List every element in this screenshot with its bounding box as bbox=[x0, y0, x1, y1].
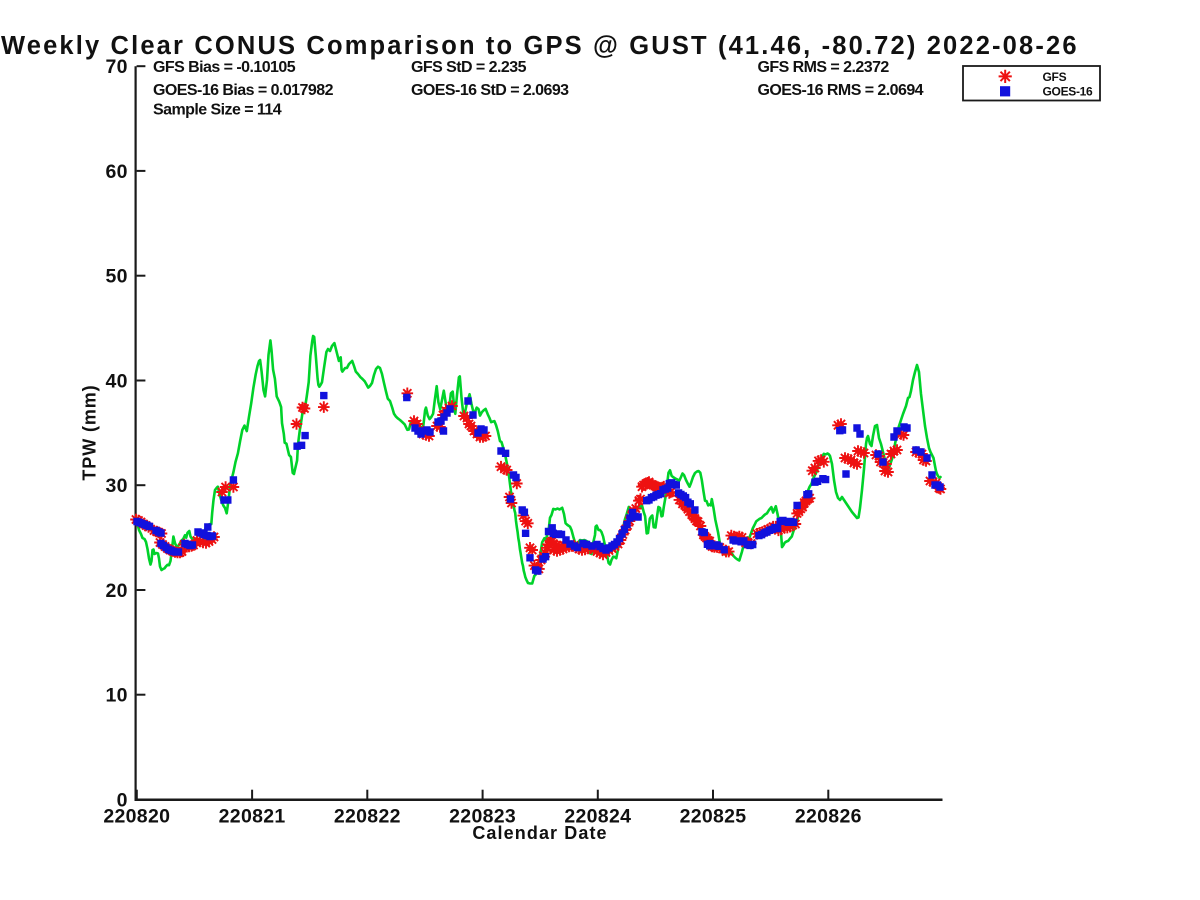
svg-text:GOES-16 RMS = 2.0694: GOES-16 RMS = 2.0694 bbox=[758, 82, 924, 99]
svg-text:GFS StD = 2.235: GFS StD = 2.235 bbox=[411, 59, 527, 76]
svg-text:30: 30 bbox=[106, 475, 128, 497]
svg-text:70: 70 bbox=[106, 56, 128, 78]
svg-text:220823: 220823 bbox=[449, 806, 516, 828]
svg-text:GFS: GFS bbox=[1043, 70, 1067, 84]
svg-text:Calendar Date: Calendar Date bbox=[472, 823, 607, 843]
svg-text:GOES-16: GOES-16 bbox=[1043, 85, 1094, 99]
svg-text:GFS Bias = -0.10105: GFS Bias = -0.10105 bbox=[153, 59, 296, 76]
svg-text:50: 50 bbox=[106, 266, 128, 288]
svg-text:220824: 220824 bbox=[564, 806, 631, 828]
svg-text:GOES-16 Bias = 0.017982: GOES-16 Bias = 0.017982 bbox=[153, 82, 334, 99]
svg-text:Sample Size = 114: Sample Size = 114 bbox=[153, 102, 282, 119]
svg-text:220821: 220821 bbox=[219, 806, 286, 828]
svg-text:20: 20 bbox=[106, 580, 128, 602]
svg-text:0: 0 bbox=[117, 790, 128, 812]
svg-text:220820: 220820 bbox=[103, 806, 170, 828]
svg-text:220826: 220826 bbox=[795, 806, 862, 828]
svg-text:GFS RMS = 2.2372: GFS RMS = 2.2372 bbox=[758, 59, 890, 76]
svg-text:60: 60 bbox=[106, 161, 128, 183]
svg-text:Weekly Clear CONUS Comparison: Weekly Clear CONUS Comparison to GPS @ G… bbox=[1, 32, 1079, 60]
svg-text:220825: 220825 bbox=[680, 806, 747, 828]
svg-text:GOES-16 StD = 2.0693: GOES-16 StD = 2.0693 bbox=[411, 82, 569, 99]
svg-text:220822: 220822 bbox=[334, 806, 401, 828]
svg-text:TPW (mm): TPW (mm) bbox=[80, 384, 100, 480]
svg-text:40: 40 bbox=[106, 371, 128, 393]
svg-text:10: 10 bbox=[106, 685, 128, 707]
